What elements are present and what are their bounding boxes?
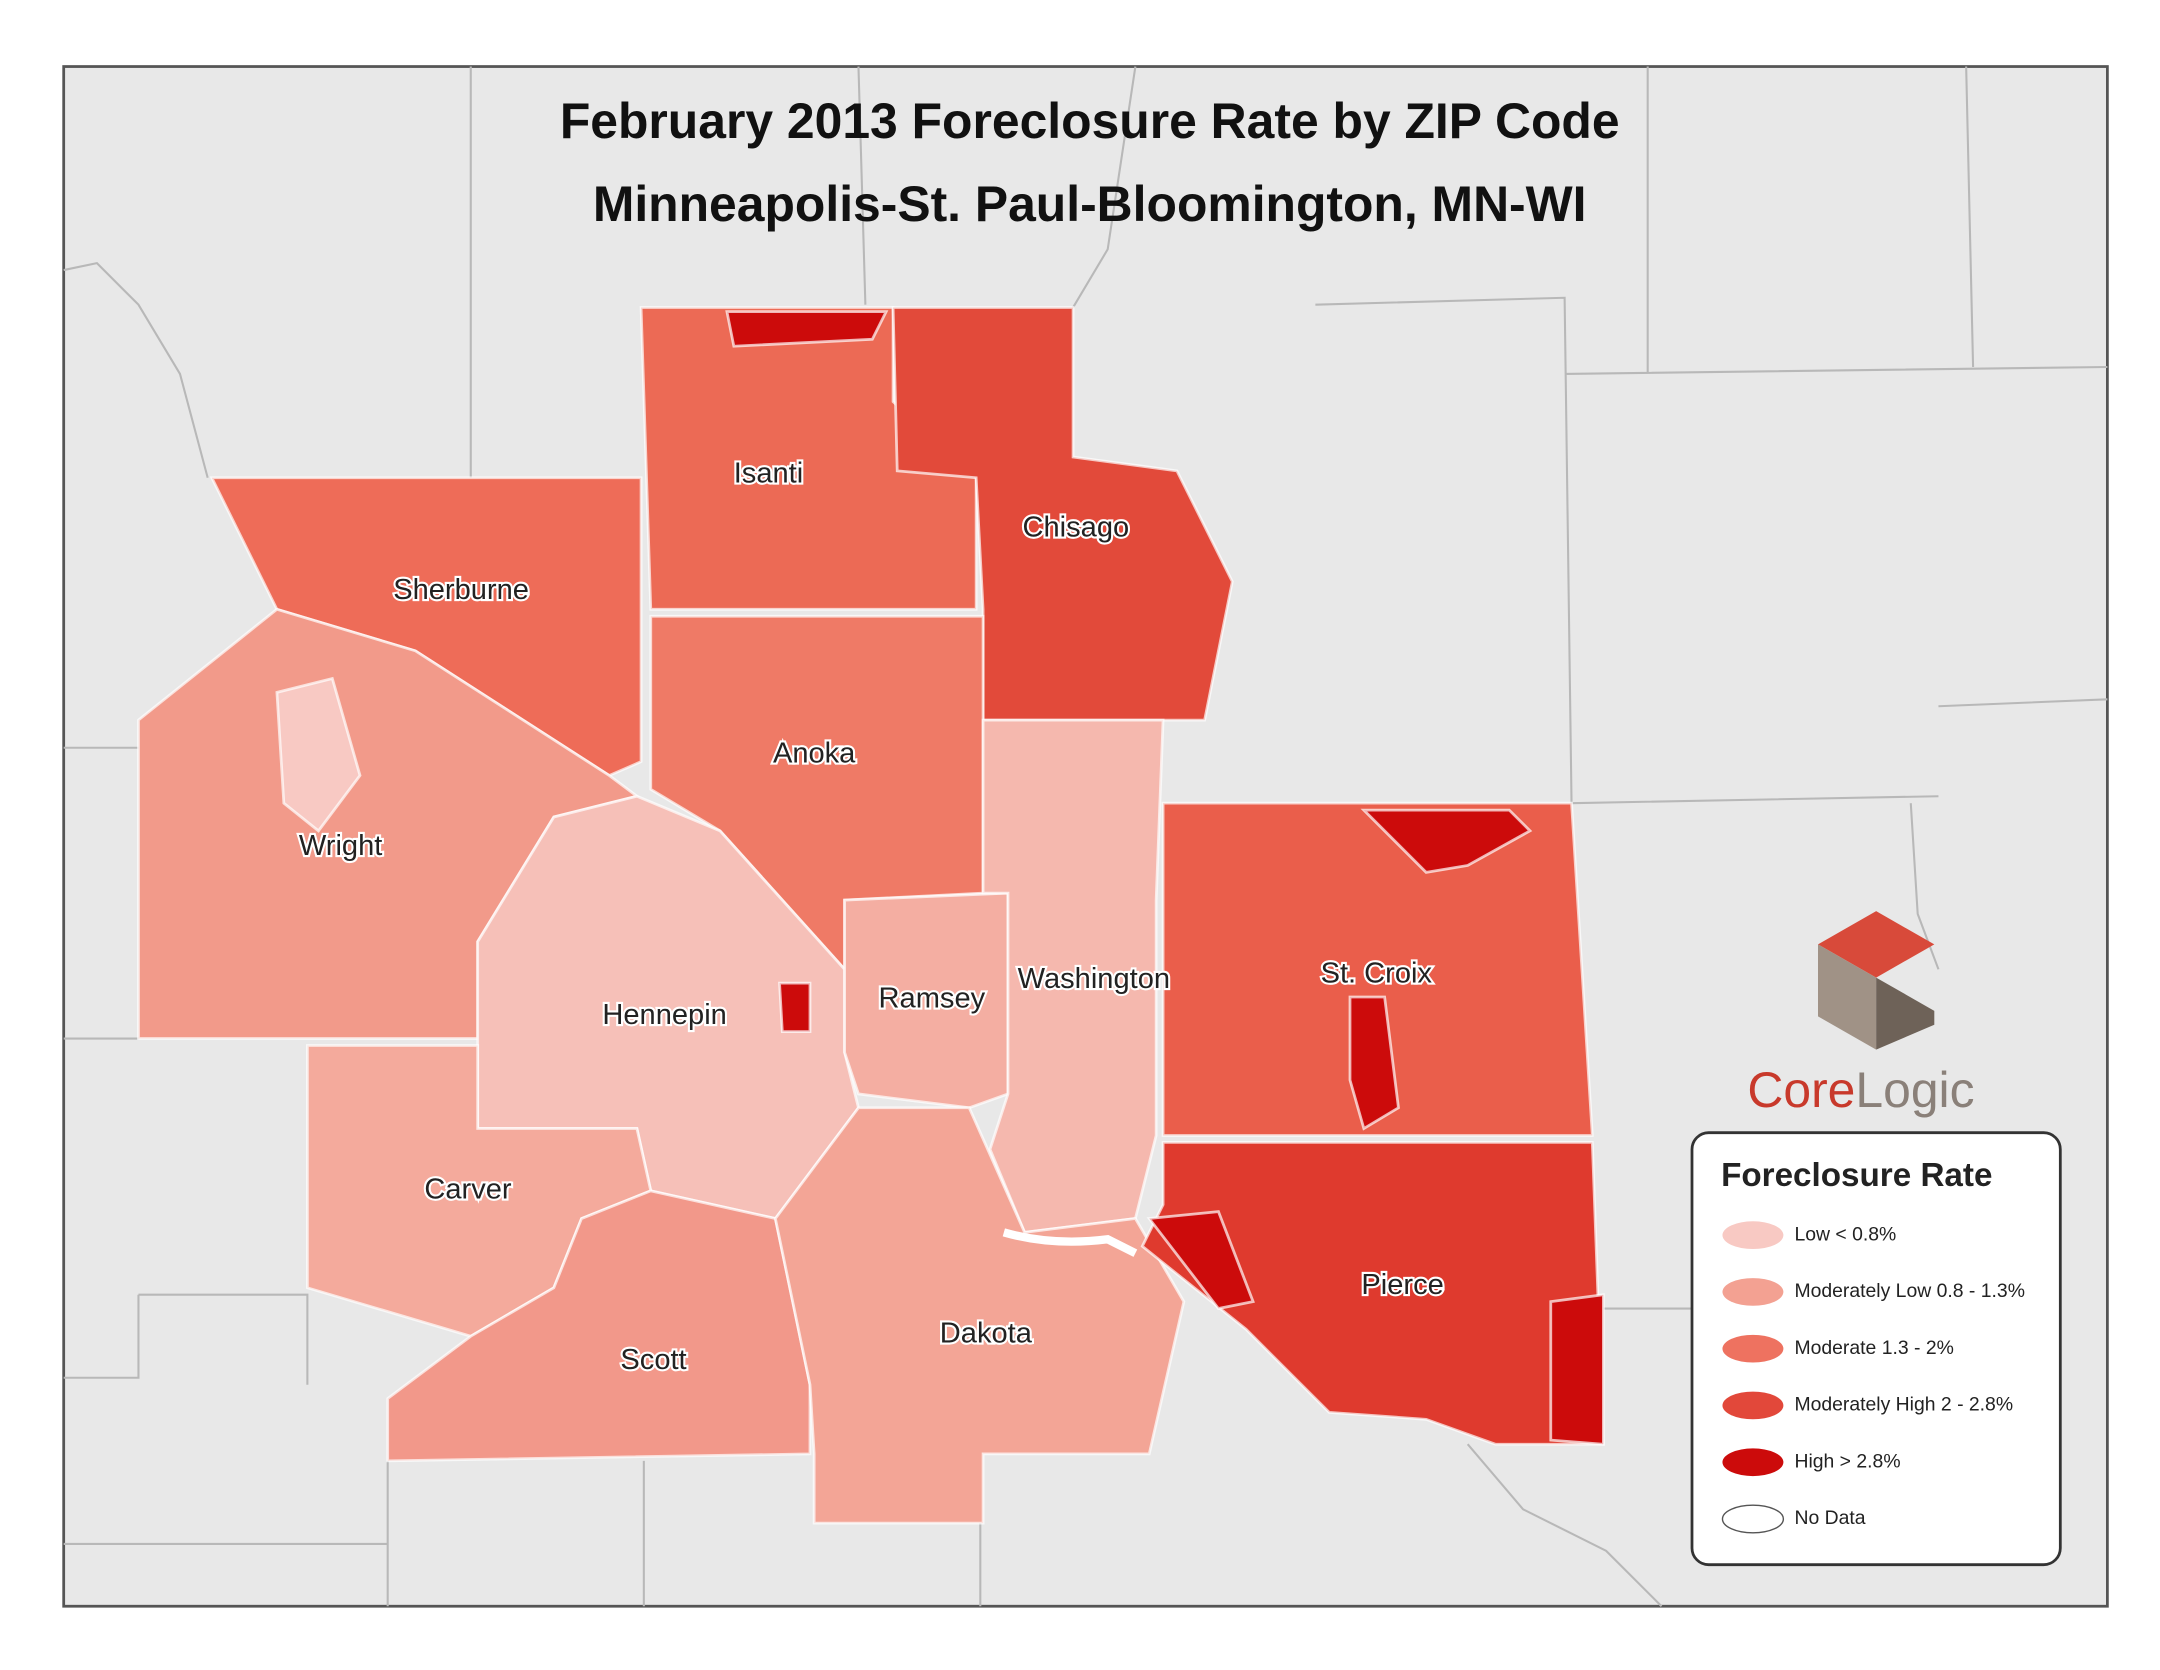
zip-area (1549, 1293, 1605, 1446)
legend-swatch (1722, 1391, 1784, 1420)
county-area (891, 306, 1234, 722)
logo-cube-left (1818, 944, 1877, 1050)
county-label: Chisago (1023, 512, 1130, 544)
logo-text: CoreLogic (1747, 1062, 1974, 1118)
legend-label: Moderate 1.3 - 2% (1794, 1337, 1953, 1359)
legend-box (1690, 1131, 2062, 1567)
county-label: Scott (620, 1344, 686, 1376)
legend-swatch (1721, 1504, 1785, 1534)
legend-swatch (1722, 1448, 1784, 1477)
zip-area (1360, 808, 1533, 874)
county-shapes (137, 306, 1605, 1525)
legend-label: High > 2.8% (1794, 1450, 1900, 1472)
zip-area (1146, 1210, 1255, 1311)
zip-area (275, 676, 362, 833)
county-area (773, 1106, 1186, 1525)
zip-area (725, 310, 889, 348)
map-title: February 2013 Foreclosure Rate by ZIP Co… (560, 93, 1620, 149)
county-label: Dakota (940, 1318, 1033, 1350)
legend-swatch (1722, 1221, 1784, 1249)
river (1002, 1228, 1138, 1257)
legend-swatch (1722, 1334, 1784, 1363)
county-label: Ramsey (879, 982, 986, 1014)
background-boundaries (63, 66, 2108, 1607)
legend-label: Moderately High 2 - 2.8% (1794, 1394, 2013, 1416)
zip-area (1348, 995, 1400, 1131)
logo-text-first: Core (1747, 1062, 1855, 1118)
logo-cube-right (1876, 977, 1935, 1050)
county-area (1140, 1141, 1605, 1446)
legend-label: No Data (1794, 1507, 1865, 1529)
county-label: Washington (1018, 963, 1170, 995)
county-label: Anoka (773, 737, 856, 769)
county-label: Carver (424, 1174, 512, 1206)
legend-label: Moderately Low 0.8 - 1.3% (1794, 1280, 2024, 1302)
county-area (1161, 801, 1594, 1137)
county-label: Wright (299, 830, 382, 862)
county-label: Pierce (1361, 1269, 1443, 1301)
zip-area (778, 981, 812, 1033)
legend-swatch (1722, 1278, 1784, 1306)
county-label: Sherburne (393, 574, 529, 606)
logo: CoreLogic (1747, 911, 1975, 1118)
county-label: Isanti (734, 458, 803, 490)
legend: Foreclosure Rate Low < 0.8% Moderately Lo… (1690, 1131, 2062, 1567)
logo-text-second: Logic (1855, 1062, 1974, 1118)
legend-label: Low < 0.8% (1794, 1223, 1896, 1245)
legend-title: Foreclosure Rate (1721, 1157, 1992, 1194)
county-label: Hennepin (602, 999, 726, 1031)
county-label: St. Croix (1321, 958, 1433, 990)
county-area (386, 1189, 812, 1463)
county-labels: Isanti Chisago Sherburne Anoka Wright Hennepi… (297, 456, 1446, 1378)
map-subtitle: Minneapolis-St. Paul-Bloomington, MN-WI (593, 176, 1587, 232)
